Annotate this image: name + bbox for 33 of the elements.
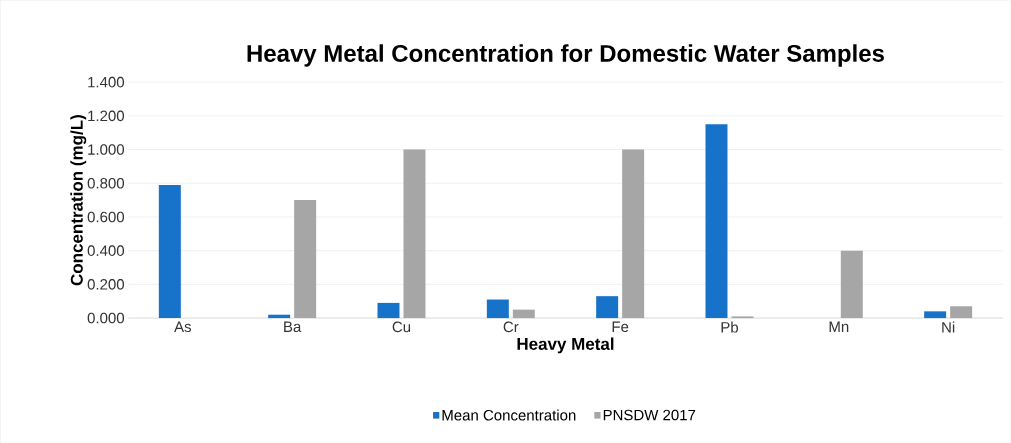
- y-tick-label: 1.200: [88, 110, 125, 122]
- y-tick-label: 0.400: [87, 245, 125, 256]
- bar: [950, 306, 973, 318]
- legend-label: PNSDW 2017: [603, 409, 696, 421]
- bar: [512, 309, 535, 318]
- bar: [158, 184, 181, 318]
- x-tick-label: Pb: [721, 321, 739, 333]
- y-axis-title: Concentration (mg/L): [70, 114, 87, 286]
- y-tick-label: 0.200: [87, 278, 125, 290]
- x-tick-label: As: [174, 321, 192, 332]
- bar: [924, 311, 947, 318]
- bar: [294, 200, 317, 318]
- bar: [840, 250, 863, 318]
- bar: [377, 302, 400, 318]
- x-tick-label: Ba: [284, 321, 302, 332]
- x-tick-label: Fe: [612, 321, 629, 332]
- legend-label: Mean Concentration: [442, 409, 576, 421]
- bar: [622, 149, 645, 318]
- bar: [596, 296, 619, 318]
- chart-title: Heavy Metal Concentration for Domestic Water Samples: [247, 44, 884, 67]
- x-tick-label: Cr: [503, 321, 519, 333]
- y-tick-label: 1.000: [88, 144, 125, 155]
- x-axis-title: Heavy Metal: [517, 337, 614, 354]
- bar: [486, 299, 509, 318]
- y-tick-label: 0.800: [87, 177, 125, 189]
- bar: [403, 149, 426, 318]
- y-tick-label: 1.400: [88, 76, 125, 88]
- x-tick-label: Cu: [392, 321, 411, 333]
- y-tick-label: 0.600: [87, 211, 125, 223]
- y-tick-label: 0.000: [87, 312, 125, 324]
- x-tick-label: Ni: [942, 321, 955, 333]
- x-tick-label: Mn: [829, 321, 849, 332]
- bar: [705, 124, 728, 318]
